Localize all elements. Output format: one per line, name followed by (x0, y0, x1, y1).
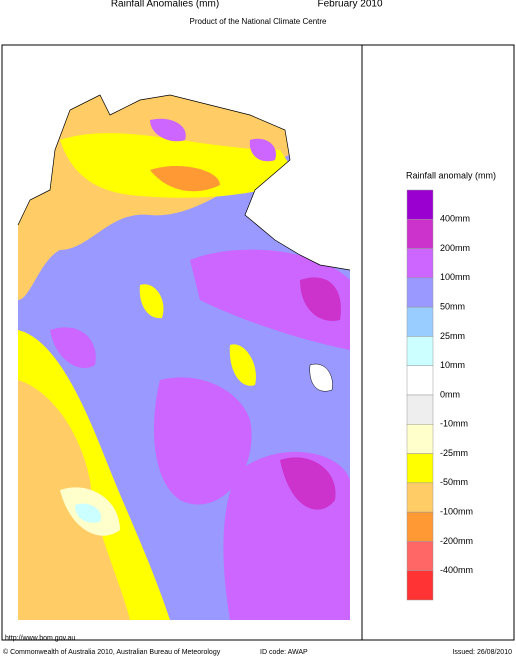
legend-label: -10mm (440, 419, 468, 429)
footer-id: ID code: AWAP (260, 649, 308, 656)
footer-copyright: © Commonwealth of Australia 2010, Austra… (3, 648, 221, 656)
map-title: Rainfall Anomalies (mm) (111, 0, 219, 10)
legend-label: -200mm (440, 536, 473, 546)
legend-swatch (406, 424, 434, 454)
legend-label: 200mm (440, 243, 470, 253)
legend-swatch (406, 248, 434, 279)
legend-swatch (406, 277, 434, 308)
coastline (17, 94, 351, 271)
legend-swatch (406, 394, 434, 425)
legend-label: -400mm (440, 565, 473, 575)
legend-label: -50mm (440, 477, 468, 487)
legend-title: Rainfall anomaly (mm) (406, 170, 496, 180)
legend-label: 10mm (440, 360, 465, 370)
legend-label: 400mm (440, 214, 470, 224)
legend-swatch (406, 219, 434, 249)
legend-swatch (406, 189, 434, 220)
legend-label: -100mm (440, 507, 473, 517)
legend-label: 0mm (440, 389, 460, 399)
legend-swatch (406, 511, 434, 542)
legend-swatch (406, 570, 434, 601)
footer-issued: Issued: 26/08/2010 (452, 649, 512, 656)
legend-swatch (406, 541, 434, 571)
legend: 400mm 200mm 100mm 50mm 25mm 10mm 0mm -10mm -25mm… (406, 189, 473, 601)
legend-label: 25mm (440, 331, 465, 341)
map-period: February 2010 (317, 0, 382, 10)
legend-swatch (406, 336, 434, 366)
frame (1, 44, 515, 641)
legend-label: 50mm (440, 302, 465, 312)
anomaly-map (18, 95, 350, 620)
footer-url: http://www.bom.gov.au (5, 635, 75, 642)
map-subtitle: Product of the National Climate Centre (190, 17, 328, 26)
legend-label: -25mm (440, 448, 468, 458)
legend-swatch (406, 482, 434, 513)
legend-swatch (406, 365, 434, 396)
legend-swatch (406, 306, 434, 337)
legend-label: 100mm (440, 272, 470, 282)
legend-swatch (406, 453, 434, 484)
